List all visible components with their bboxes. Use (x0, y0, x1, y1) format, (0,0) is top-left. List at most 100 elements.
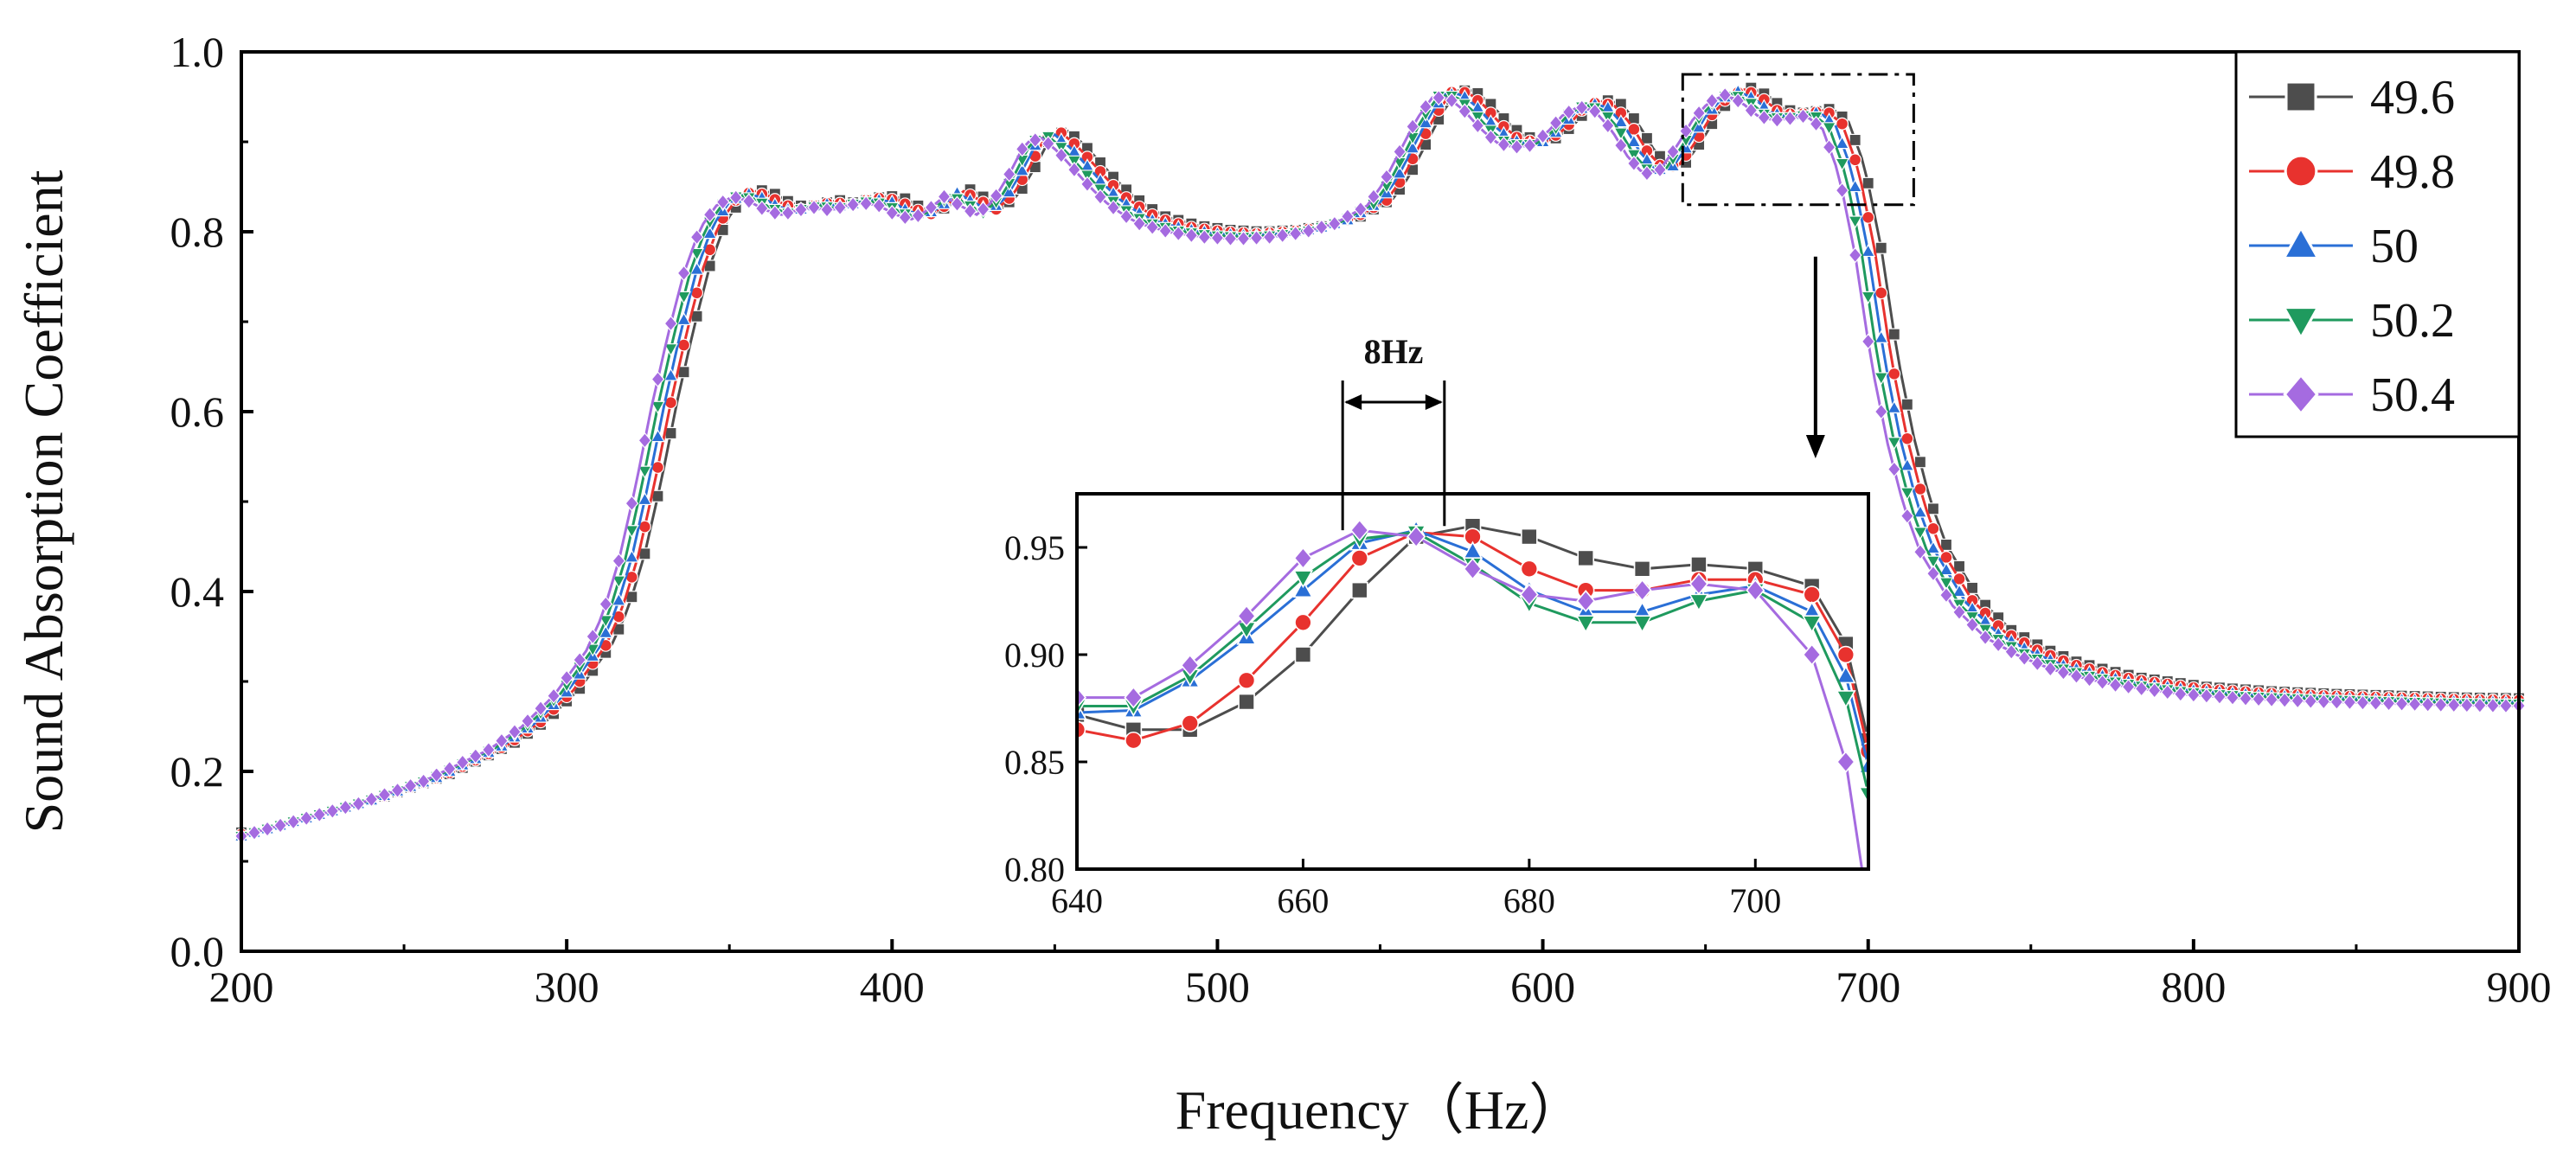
series-marker (624, 549, 639, 563)
inset-series-marker (1631, 615, 1653, 634)
y-axis-label: Sound Absorption Coefficient (13, 169, 74, 833)
inset-plot-frame (1075, 492, 1870, 871)
inset-x-tick-label: 660 (1277, 881, 1329, 920)
series-marker (2278, 692, 2292, 708)
series-marker (1275, 227, 1290, 244)
inset-series-marker (1746, 579, 1765, 602)
series-marker (689, 228, 704, 246)
series-marker (872, 197, 887, 214)
series-marker (754, 200, 769, 217)
inset-series-marker (1575, 615, 1596, 634)
series-marker (1093, 189, 1107, 206)
series-marker (781, 204, 795, 221)
series-marker (1015, 140, 1029, 157)
series-marker (689, 261, 705, 275)
series-marker (885, 204, 900, 221)
series-marker (468, 747, 483, 764)
inset-series-marker (1801, 615, 1823, 634)
series-marker (1692, 105, 1707, 122)
series-marker (1848, 246, 1862, 264)
series-marker (1887, 437, 1902, 451)
y-tick-label: 0.4 (170, 567, 225, 616)
inset-series-marker (1521, 528, 1538, 546)
arrow-head (1805, 435, 1825, 458)
series-marker (911, 207, 926, 224)
series-marker (1653, 161, 1667, 178)
inset-series-marker (1180, 654, 1200, 677)
series-marker (1249, 229, 1264, 246)
series-marker (1783, 110, 1797, 127)
series-marker (1913, 527, 1928, 540)
series-marker (2265, 691, 2279, 708)
inset-plot: 640 660 680 700 0.80 0.85 0.90 0.95 8Hz (1004, 332, 1870, 920)
inset-series-marker (1292, 570, 1314, 589)
series-marker (2160, 684, 2175, 700)
series-marker (924, 199, 939, 216)
inset-x-tick-label: 640 (1051, 881, 1103, 920)
series-marker (1535, 127, 1550, 144)
series-marker (1210, 229, 1225, 246)
series-marker (598, 624, 613, 638)
series-marker (728, 189, 743, 206)
series-marker (2043, 661, 2058, 677)
inset-series-marker (1294, 613, 1312, 632)
y-tick-label: 1.0 (170, 28, 225, 76)
series-marker (1561, 104, 1576, 121)
legend-item-49-8: 49.8 (2249, 145, 2455, 199)
series-marker (1522, 137, 1537, 154)
x-tick-label: 300 (535, 963, 599, 1011)
legend-marker (2281, 306, 2321, 341)
inset-y-tick-label: 0.85 (1004, 743, 1065, 782)
series-marker (625, 495, 639, 512)
series-marker (1848, 179, 1863, 193)
inset-series-marker (1349, 519, 1369, 542)
series-marker (702, 226, 718, 240)
series-marker (1418, 115, 1433, 129)
series-marker (1913, 543, 1927, 560)
series-marker (2147, 682, 2162, 699)
inset-y-tick-label: 0.90 (1004, 636, 1065, 675)
series-marker (2082, 671, 2097, 688)
series-marker (1874, 372, 1889, 386)
series-marker (534, 700, 548, 717)
series-marker (1874, 286, 1888, 300)
series-marker (937, 189, 952, 205)
series-marker (1171, 225, 1186, 242)
series-marker (611, 592, 626, 606)
series-marker (1574, 99, 1589, 116)
inset-series-group (1077, 517, 1868, 869)
inset-series-marker (1836, 751, 1855, 773)
series-marker (1861, 333, 1875, 350)
series-marker (637, 491, 652, 506)
inset-series-marker (1858, 755, 1868, 774)
series-marker (650, 429, 665, 443)
series-marker (1327, 215, 1342, 232)
series-marker (859, 195, 874, 212)
series-marker (1796, 108, 1810, 125)
inset-series-marker (1519, 583, 1539, 606)
series-marker (1626, 134, 1642, 148)
series-marker (1432, 89, 1446, 106)
inset-series-marker (1633, 560, 1651, 578)
x-tick-label: 700 (1836, 963, 1900, 1011)
series-marker (2017, 649, 2032, 667)
series-marker (1978, 629, 1993, 646)
series-marker (1874, 329, 1889, 343)
series-marker (1392, 165, 1407, 179)
series-marker (1835, 182, 1849, 199)
series-marker (508, 723, 522, 740)
series-marker (1600, 117, 1615, 134)
x-tick-label: 900 (2487, 963, 2552, 1011)
series-marker (1938, 577, 1954, 591)
series-marker (599, 596, 613, 612)
series-marker (2134, 680, 2149, 697)
series-marker (1991, 636, 2006, 653)
x-tick-label: 500 (1185, 963, 1250, 1011)
series-marker (1951, 584, 1967, 598)
series-marker (1822, 138, 1836, 156)
x-tick-label: 400 (860, 963, 925, 1011)
inset-series-marker (1077, 701, 1087, 720)
legend: 49.6 49.8 50 50.2 50.4 (2234, 50, 2521, 438)
series-marker (2316, 693, 2331, 710)
y-tick-label: 0.8 (170, 208, 225, 256)
